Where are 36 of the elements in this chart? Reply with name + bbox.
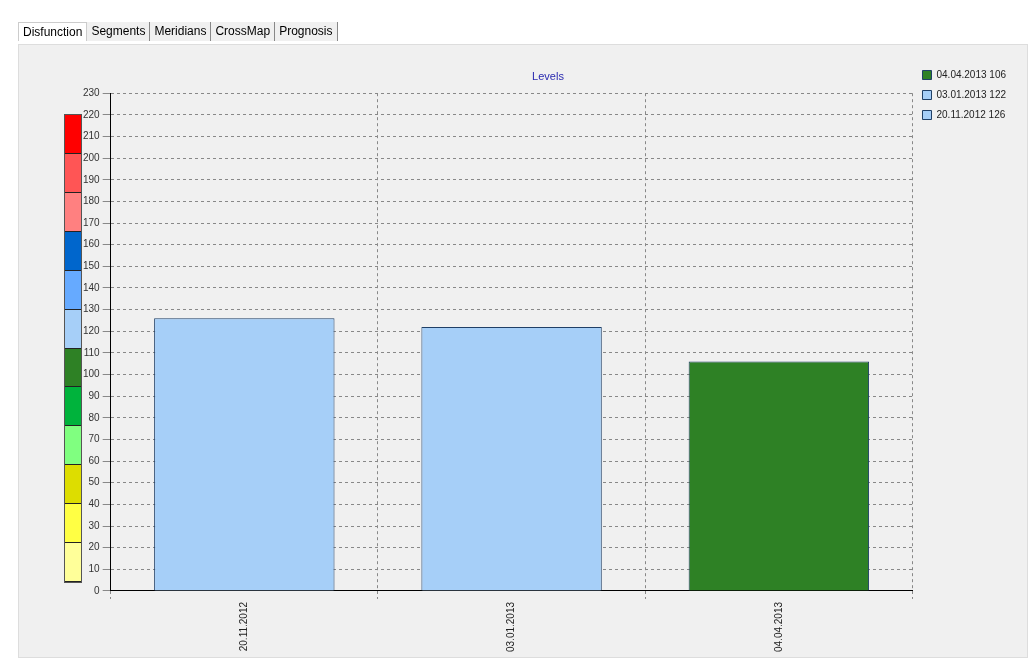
- y-tick-label: 170: [83, 216, 101, 228]
- chart-title: Levels: [532, 69, 565, 82]
- text: Segments: [87, 22, 151, 41]
- legend-label: 03.01.2013 122: [936, 88, 1007, 100]
- y-tick-label: 30: [88, 519, 101, 531]
- y-tick-label: 110: [83, 346, 101, 358]
- y-tick-label: 80: [88, 411, 101, 423]
- y-tick-label: 220: [83, 108, 101, 120]
- legend-label: 04.04.2013 106: [936, 68, 1007, 80]
- y-tick-label: 50: [88, 476, 101, 488]
- y-tick-label: 60: [88, 454, 101, 466]
- y-tick-label: 190: [83, 173, 101, 185]
- y-tick-label: 210: [83, 130, 101, 142]
- y-tick-label: 180: [83, 195, 101, 207]
- y-tick-label: 0: [94, 584, 101, 596]
- text: CrossMap: [211, 22, 276, 41]
- y-tick-label: 20: [88, 541, 101, 553]
- legend-label: 20.11.2012 126: [936, 108, 1006, 120]
- y-tick-label: 120: [83, 325, 101, 336]
- text: Meridians: [150, 22, 212, 41]
- y-tick-label: 200: [83, 151, 101, 163]
- y-tick-label: 70: [88, 433, 101, 445]
- y-tick-label: 230: [83, 86, 101, 98]
- y-tick-label: 90: [88, 389, 101, 401]
- x-tick-label: 20.11.2012: [238, 601, 250, 652]
- y-tick-label: 150: [83, 260, 101, 272]
- y-tick-label: 140: [83, 281, 101, 293]
- text: Disfunction: [18, 22, 88, 41]
- y-tick-label: 160: [83, 238, 101, 250]
- y-tick-label: 40: [88, 498, 101, 510]
- text: Prognosis: [275, 22, 338, 41]
- y-tick-label: 130: [83, 303, 101, 315]
- y-tick-label: 10: [88, 563, 101, 575]
- x-tick-label: 03.01.2013: [505, 601, 517, 653]
- x-tick-label: 04.04.2013: [772, 601, 784, 653]
- y-tick-label: 100: [83, 368, 101, 380]
